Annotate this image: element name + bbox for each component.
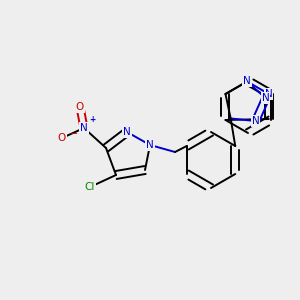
Text: N: N	[252, 116, 260, 126]
Text: N: N	[123, 127, 131, 137]
Text: N: N	[262, 93, 270, 103]
Text: +: +	[89, 116, 95, 124]
Text: O: O	[58, 133, 66, 143]
Text: N: N	[146, 140, 154, 150]
Text: −: −	[70, 129, 78, 139]
Text: O: O	[76, 102, 84, 112]
Text: N: N	[243, 76, 251, 86]
Text: Cl: Cl	[85, 182, 95, 192]
Text: N: N	[80, 123, 88, 133]
Text: N: N	[265, 89, 273, 99]
